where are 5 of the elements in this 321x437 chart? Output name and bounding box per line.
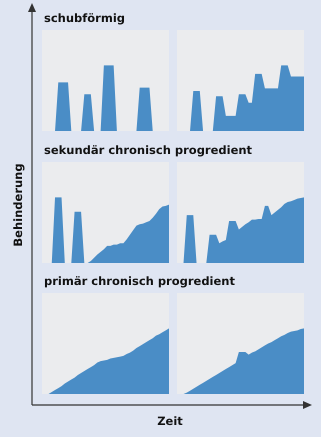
chart-title: primär chronisch progredient	[44, 274, 236, 288]
chart-title: sekundär chronisch progredient	[44, 143, 253, 157]
x-axis-title: Zeit	[157, 414, 184, 428]
chart-title: schubförmig	[44, 11, 125, 25]
y-axis-title: Behinderung	[11, 163, 25, 247]
